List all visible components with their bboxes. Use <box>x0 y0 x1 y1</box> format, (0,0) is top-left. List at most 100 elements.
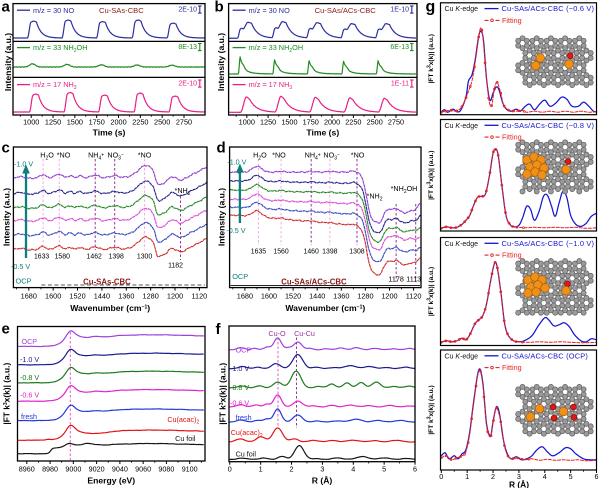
svg-text:*NH2: *NH2 <box>367 192 383 203</box>
svg-text:9000: 9000 <box>65 465 81 474</box>
svg-text:2500: 2500 <box>367 118 383 127</box>
svg-text:|FT k3x(k)| (a.u.): |FT k3x(k)| (a.u.) <box>426 34 435 83</box>
svg-text:2250: 2250 <box>132 118 148 127</box>
svg-text:m/z = 17 NH3: m/z = 17 NH3 <box>249 80 293 91</box>
svg-text:Fitting: Fitting <box>502 133 522 142</box>
svg-text:5: 5 <box>569 472 573 481</box>
svg-text:-0.5 V: -0.5 V <box>11 262 30 271</box>
svg-text:Intensity (a.u.): Intensity (a.u.) <box>216 33 226 91</box>
svg-text:m/z = 30 NO: m/z = 30 NO <box>249 6 290 15</box>
svg-text:|FT k3x(k)| (a.u.): |FT k3x(k)| (a.u.) <box>426 267 435 316</box>
svg-text:m/z = 17 NH3: m/z = 17 NH3 <box>33 80 77 91</box>
svg-text:|FT k3x(k)| (a.u.): |FT k3x(k)| (a.u.) <box>426 151 435 200</box>
svg-text:Cu foil: Cu foil <box>175 434 196 443</box>
svg-text:1120: 1120 <box>192 292 208 301</box>
svg-text:1440: 1440 <box>94 292 110 301</box>
svg-text:9060: 9060 <box>135 465 151 474</box>
svg-text:Time (s): Time (s) <box>93 128 126 138</box>
svg-text:5: 5 <box>382 465 386 474</box>
svg-text:1: 1 <box>465 472 469 481</box>
svg-text:Cu K-edge: Cu K-edge <box>445 241 479 248</box>
svg-text:1633: 1633 <box>34 254 49 261</box>
svg-text:Cu-O: Cu-O <box>268 329 286 338</box>
svg-text:Energy (eV): Energy (eV) <box>87 476 135 486</box>
svg-text:1750: 1750 <box>303 118 319 127</box>
svg-text:Cu(acac)2: Cu(acac)2 <box>167 415 199 426</box>
svg-text:2: 2 <box>290 465 294 474</box>
svg-text:Cu K-edge: Cu K-edge <box>445 123 479 130</box>
svg-text:H2O: H2O <box>40 151 54 162</box>
svg-text:Fitting: Fitting <box>502 363 522 372</box>
svg-text:2E-10: 2E-10 <box>178 6 197 13</box>
svg-text:NO3−: NO3− <box>107 151 124 162</box>
svg-text:8E-13: 8E-13 <box>178 44 197 51</box>
svg-text:1560: 1560 <box>273 249 288 256</box>
svg-text:fresh: fresh <box>236 413 252 422</box>
svg-text:1500: 1500 <box>281 118 297 127</box>
svg-text:0: 0 <box>228 465 232 474</box>
svg-text:1250: 1250 <box>260 118 276 127</box>
svg-text:OCP: OCP <box>22 337 38 346</box>
svg-text:1E-11: 1E-11 <box>391 80 409 87</box>
svg-text:Cu-SAs/ACs-CBC (OCP): Cu-SAs/ACs-CBC (OCP) <box>502 351 589 360</box>
svg-text:-1.0 V: -1.0 V <box>14 160 33 169</box>
svg-text:1680: 1680 <box>237 292 253 301</box>
svg-text:Cu K-edge: Cu K-edge <box>445 353 479 360</box>
svg-text:0: 0 <box>439 472 443 481</box>
svg-text:Cu-Cu: Cu-Cu <box>294 329 315 338</box>
svg-text:1460: 1460 <box>304 249 319 256</box>
svg-text:Intensity (a.u.): Intensity (a.u.) <box>3 33 13 91</box>
svg-text:-1.0 V: -1.0 V <box>20 355 39 364</box>
svg-text:1500: 1500 <box>67 118 83 127</box>
svg-text:1E-10: 1E-10 <box>390 6 409 13</box>
svg-text:9100: 9100 <box>182 465 198 474</box>
svg-text:e: e <box>2 321 10 338</box>
svg-text:1200: 1200 <box>381 292 397 301</box>
svg-text:*NH2OH: *NH2OH <box>391 184 418 195</box>
svg-text:1520: 1520 <box>69 292 85 301</box>
svg-text:Cu-SAs/ACs-CBC: Cu-SAs/ACs-CBC <box>315 6 377 15</box>
svg-text:Cu K-edge: Cu K-edge <box>445 6 479 13</box>
svg-text:1360: 1360 <box>333 292 349 301</box>
svg-text:1120: 1120 <box>406 292 422 301</box>
svg-text:Intensity (a.u.): Intensity (a.u.) <box>217 188 227 246</box>
svg-text:1520: 1520 <box>285 292 301 301</box>
svg-text:Cu-SAs/ACs-CBC (−1.0 V): Cu-SAs/ACs-CBC (−1.0 V) <box>502 239 595 248</box>
svg-text:2000: 2000 <box>110 118 126 127</box>
svg-text:m/z = 30 NO: m/z = 30 NO <box>33 6 74 15</box>
svg-text:OCP: OCP <box>232 272 248 281</box>
svg-text:1462: 1462 <box>87 254 102 261</box>
svg-text:1280: 1280 <box>143 292 159 301</box>
svg-text:*NO: *NO <box>272 151 286 160</box>
svg-text:Cu-SAs/ACs-CBC (−0.8 V): Cu-SAs/ACs-CBC (−0.8 V) <box>502 121 595 130</box>
svg-text:Cu(acac)2: Cu(acac)2 <box>231 428 263 439</box>
svg-text:1000: 1000 <box>239 118 255 127</box>
svg-text:-0.6 V: -0.6 V <box>230 398 249 407</box>
svg-text:d: d <box>217 140 226 157</box>
svg-text:6E-13: 6E-13 <box>390 44 409 51</box>
svg-text:2750: 2750 <box>388 118 404 127</box>
svg-text:9020: 9020 <box>89 465 105 474</box>
svg-text:2000: 2000 <box>324 118 340 127</box>
svg-text:1580: 1580 <box>55 254 70 261</box>
svg-text:b: b <box>215 0 224 16</box>
svg-text:3: 3 <box>320 465 324 474</box>
svg-text:1182: 1182 <box>168 263 183 270</box>
svg-text:fresh: fresh <box>21 412 37 421</box>
svg-text:Time (s): Time (s) <box>306 128 339 138</box>
svg-text:c: c <box>2 140 10 157</box>
svg-text:OCP: OCP <box>16 277 32 286</box>
svg-text:m/z = 33 NH2OH: m/z = 33 NH2OH <box>249 43 304 54</box>
svg-text:9040: 9040 <box>112 465 128 474</box>
svg-text:Cu foil: Cu foil <box>236 450 257 459</box>
svg-text:1250: 1250 <box>45 118 61 127</box>
svg-text:1: 1 <box>259 465 263 474</box>
svg-text:Cu-SAs/ACs-CBC (−0.6 V): Cu-SAs/ACs-CBC (−0.6 V) <box>502 4 595 13</box>
svg-text:Cu-SAs-CBC: Cu-SAs-CBC <box>99 6 144 15</box>
svg-text:1200: 1200 <box>167 292 183 301</box>
svg-text:OCP: OCP <box>236 346 252 355</box>
svg-text:1398: 1398 <box>322 249 337 256</box>
svg-text:*NO: *NO <box>351 151 365 160</box>
svg-text:R (Å): R (Å) <box>509 479 529 488</box>
svg-text:1600: 1600 <box>261 292 277 301</box>
